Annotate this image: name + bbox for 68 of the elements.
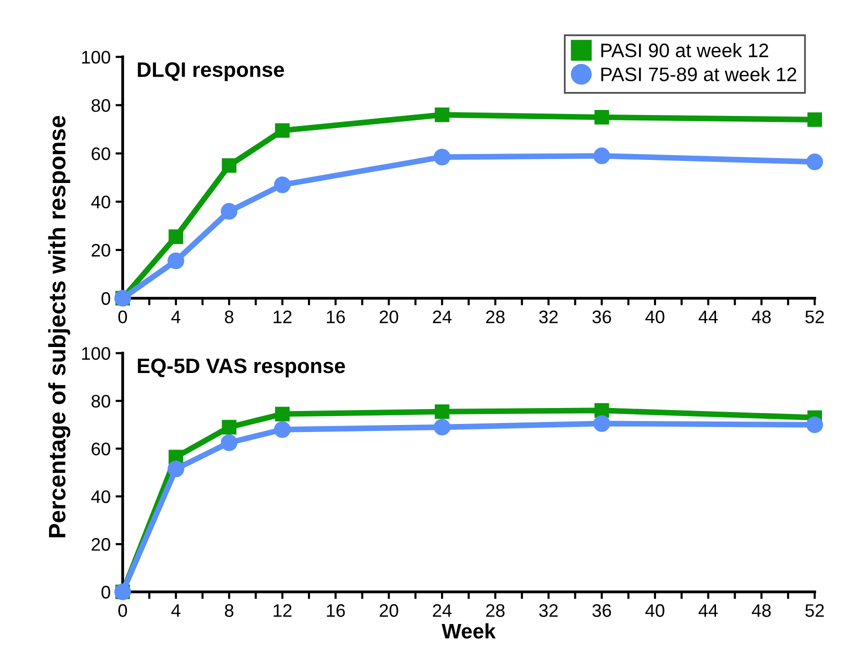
x-tick-label: 8 [224, 310, 234, 324]
x-tick-label: 24 [432, 310, 452, 324]
y-tick-label: 40 [91, 490, 110, 504]
point [274, 176, 291, 194]
x-tick-label: 28 [486, 310, 505, 324]
x-tick-label: 36 [592, 310, 612, 324]
y-tick-label: 100 [82, 347, 110, 360]
x-tick-label: 8 [224, 604, 234, 617]
y-tick-label: 40 [91, 196, 110, 208]
y-tick-label: 0 [102, 292, 110, 305]
point [274, 421, 291, 438]
point [168, 229, 184, 244]
point [807, 112, 822, 127]
x-tick-label: 0 [118, 310, 127, 324]
chart-title: EQ-5D VAS response [138, 358, 345, 378]
x-tick-label: 36 [592, 604, 612, 617]
x-tick-label: 32 [539, 310, 558, 324]
x-tick-label: 0 [118, 604, 127, 617]
y-tick-label: 20 [92, 538, 110, 551]
x-tick-label: 20 [380, 604, 398, 617]
point [593, 415, 610, 432]
point [434, 404, 450, 419]
x-tick-label: 24 [432, 604, 452, 617]
y-tick-label: 100 [82, 50, 110, 64]
x-tick-label: 48 [752, 310, 771, 324]
chart-title: DLQI response [138, 62, 284, 82]
y-tick-label: 60 [92, 147, 110, 160]
point [222, 420, 236, 434]
y-tick-label: 80 [92, 394, 110, 408]
point [275, 123, 290, 138]
y-tick-label: 0 [102, 586, 110, 599]
y-tick-label: 80 [92, 99, 110, 112]
legend-label: PASI 90 at week 12 [601, 43, 768, 58]
point [220, 203, 238, 220]
x-tick-label: 52 [805, 604, 824, 617]
x-tick-label: 12 [274, 604, 292, 617]
x-tick-label: 32 [539, 604, 558, 617]
x-tick-label: 12 [274, 310, 292, 324]
point [220, 434, 238, 452]
x-tick-label: 48 [752, 604, 771, 617]
point [434, 148, 450, 166]
point [806, 154, 824, 170]
point [168, 460, 184, 478]
x-tick-label: 16 [326, 604, 345, 617]
x-tick-label: 40 [645, 310, 664, 324]
y-tick-label: 60 [92, 442, 110, 456]
point [434, 108, 450, 122]
point [275, 406, 290, 422]
x-tick-label: 52 [805, 310, 824, 324]
point [593, 148, 610, 164]
x-tick-label: 44 [698, 310, 718, 324]
x-tick-label: 28 [486, 604, 505, 617]
x-tick-label: 16 [326, 310, 345, 324]
x-axis-title: Week [442, 623, 496, 639]
y-tick-label: 20 [92, 244, 110, 257]
point [168, 252, 184, 270]
x-tick-label: 4 [171, 604, 180, 617]
point [594, 110, 610, 125]
point [222, 158, 236, 173]
x-tick-label: 44 [698, 604, 718, 617]
point [806, 416, 824, 434]
point [434, 418, 450, 436]
point [594, 403, 610, 418]
x-tick-label: 4 [171, 310, 180, 324]
x-tick-label: 20 [380, 310, 398, 324]
x-tick-label: 40 [645, 604, 664, 617]
y-axis-title: Percentage of subjects with response [48, 116, 70, 538]
legend-label: PASI 75-89 at week 12 [601, 66, 796, 82]
